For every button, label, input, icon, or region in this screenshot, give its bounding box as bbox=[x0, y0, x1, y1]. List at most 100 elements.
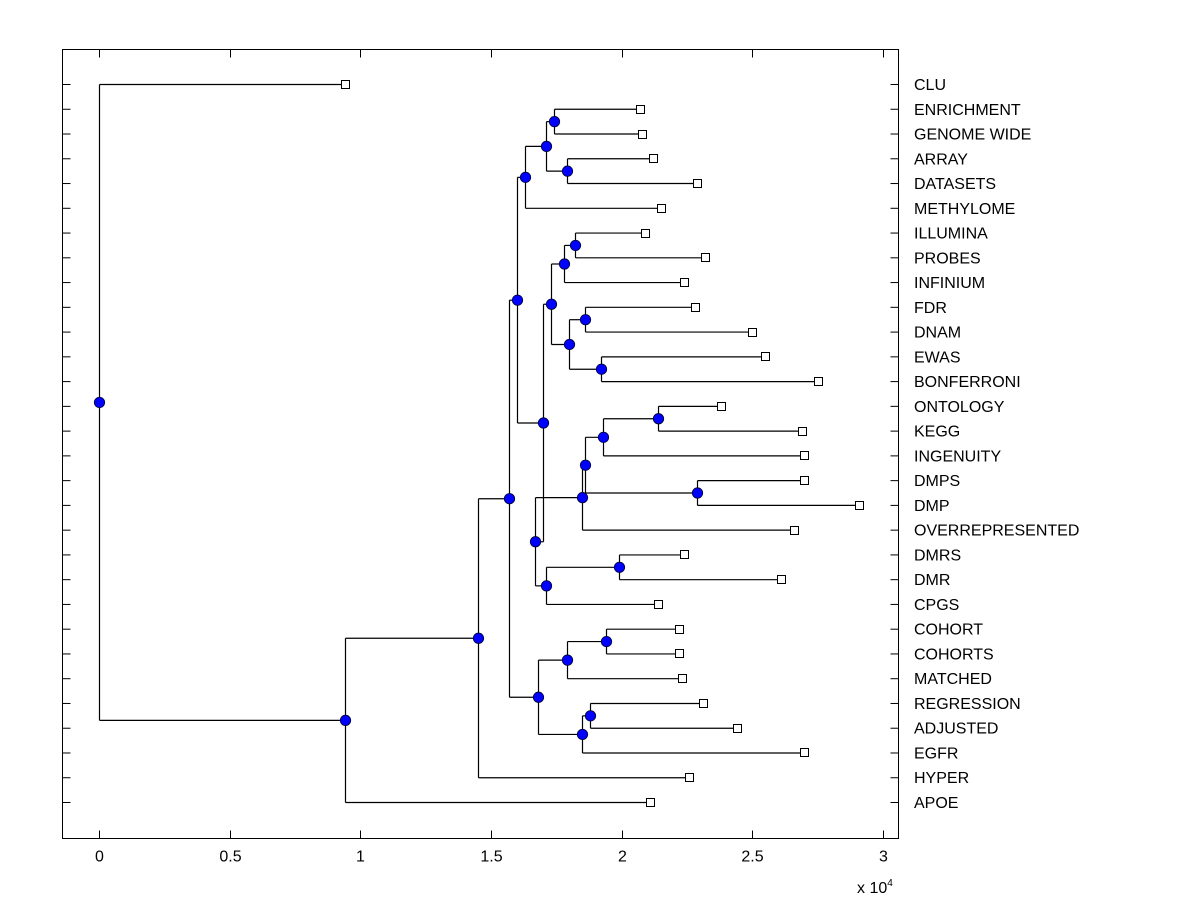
x-tick-label: 2 bbox=[618, 849, 627, 866]
leaf-label: REGRESSION bbox=[914, 696, 1021, 713]
cluster-node bbox=[540, 140, 553, 152]
cluster-node bbox=[576, 492, 589, 504]
x-tick-label: 0.5 bbox=[219, 849, 241, 866]
leaf-label: INGENUITY bbox=[914, 448, 1001, 465]
cluster-node bbox=[561, 165, 574, 177]
leaf-marker bbox=[701, 253, 710, 262]
cluster-node bbox=[597, 431, 610, 443]
cluster-node bbox=[579, 314, 592, 326]
cluster-node bbox=[548, 116, 561, 128]
leaf-marker bbox=[641, 229, 650, 238]
leaf-label: DMP bbox=[914, 498, 950, 515]
leaf-label: ONTOLOGY bbox=[914, 399, 1005, 416]
leaf-label: EWAS bbox=[914, 349, 961, 366]
x-tick-label: 1 bbox=[356, 849, 365, 866]
cluster-node bbox=[511, 294, 524, 306]
leaf-label: ADJUSTED bbox=[914, 721, 998, 738]
leaf-marker bbox=[638, 130, 647, 139]
x-tick-label: 1.5 bbox=[480, 849, 502, 866]
leaf-label: COHORTS bbox=[914, 646, 994, 663]
leaf-label: ENRICHMENT bbox=[914, 102, 1021, 119]
x-tick-label: 2.5 bbox=[741, 849, 763, 866]
leaf-marker bbox=[814, 377, 823, 386]
leaf-label: KEGG bbox=[914, 424, 960, 441]
leaf-labels: CLU ENRICHMENT GENOME WIDE ARRAY DATASETS MET… bbox=[914, 77, 1079, 812]
leaf-marker bbox=[800, 748, 809, 757]
cluster-node bbox=[540, 580, 553, 592]
cluster-node bbox=[503, 493, 516, 505]
cluster-node bbox=[652, 413, 665, 425]
leaf-markers bbox=[341, 80, 864, 807]
cluster-node bbox=[472, 632, 485, 644]
leaf-marker bbox=[675, 625, 684, 634]
leaf-marker bbox=[800, 451, 809, 460]
leaf-marker bbox=[855, 501, 864, 510]
x-multiplier-label: x 104 bbox=[857, 878, 893, 897]
plot-frame bbox=[62, 49, 899, 839]
leaf-marker bbox=[636, 105, 645, 114]
leaf-label: HYPER bbox=[914, 770, 969, 787]
cluster-node bbox=[545, 298, 558, 310]
leaf-marker bbox=[646, 798, 655, 807]
x-tick-label: 0 bbox=[95, 849, 104, 866]
cluster-node bbox=[569, 239, 582, 252]
cluster-node bbox=[691, 487, 704, 499]
cluster-node bbox=[339, 714, 352, 726]
leaf-marker bbox=[733, 724, 742, 733]
leaf-marker bbox=[717, 402, 726, 411]
leaf-label: DNAM bbox=[914, 325, 961, 342]
leaf-marker bbox=[693, 179, 702, 188]
leaf-marker bbox=[699, 699, 708, 708]
cluster-node bbox=[613, 561, 626, 573]
leaf-marker bbox=[798, 427, 807, 436]
leaf-marker bbox=[680, 550, 689, 559]
leaf-label: CLU bbox=[914, 77, 946, 94]
leaf-label: DMRS bbox=[914, 547, 961, 564]
cluster-node bbox=[558, 258, 571, 270]
leaf-marker bbox=[790, 526, 799, 535]
cluster-node bbox=[563, 338, 576, 351]
leaf-marker bbox=[341, 80, 350, 89]
leaf-marker bbox=[654, 600, 663, 609]
leaf-label: MATCHED bbox=[914, 671, 992, 688]
leaf-label: OVERREPRESENTED bbox=[914, 523, 1079, 540]
dendrogram-links bbox=[98, 83, 860, 804]
leaf-marker bbox=[675, 649, 684, 658]
leaf-label: CPGS bbox=[914, 597, 959, 614]
cluster-node bbox=[576, 728, 589, 741]
leaf-marker bbox=[685, 773, 694, 782]
leaf-label: DMPS bbox=[914, 473, 960, 490]
leaf-marker bbox=[691, 303, 700, 312]
cluster-node bbox=[579, 459, 592, 471]
leaf-label: EGFR bbox=[914, 745, 958, 762]
y-ticks bbox=[62, 84, 899, 803]
leaf-label: METHYLOME bbox=[914, 201, 1015, 218]
leaf-marker bbox=[777, 575, 786, 584]
cluster-node bbox=[584, 710, 597, 722]
leaf-marker bbox=[761, 352, 770, 361]
leaf-marker bbox=[678, 674, 687, 683]
cluster-node bbox=[532, 691, 545, 703]
cluster-node bbox=[537, 417, 550, 429]
leaf-label: ILLUMINA bbox=[914, 226, 988, 243]
leaf-label: DMR bbox=[914, 572, 950, 589]
leaf-marker bbox=[649, 154, 658, 163]
leaf-marker bbox=[657, 204, 666, 213]
cluster-node bbox=[600, 635, 613, 648]
leaf-label: PROBES bbox=[914, 250, 981, 267]
x-multiplier-exponent: 4 bbox=[887, 878, 893, 889]
leaf-marker bbox=[800, 476, 809, 485]
cluster-node bbox=[93, 396, 106, 409]
leaf-label: FDR bbox=[914, 300, 947, 317]
leaf-label: BONFERRONI bbox=[914, 374, 1021, 391]
leaf-label: INFINIUM bbox=[914, 275, 985, 292]
x-tick-label: 3 bbox=[879, 849, 888, 866]
cluster-node bbox=[519, 171, 532, 183]
leaf-label: DATASETS bbox=[914, 176, 996, 193]
internal-nodes bbox=[93, 116, 704, 741]
leaf-label: APOE bbox=[914, 795, 958, 812]
leaf-label: COHORT bbox=[914, 622, 983, 639]
cluster-node bbox=[561, 654, 574, 666]
x-ticks: 0 0.5 1 1.5 2 2.5 3 bbox=[95, 49, 888, 866]
cluster-node bbox=[529, 536, 542, 548]
